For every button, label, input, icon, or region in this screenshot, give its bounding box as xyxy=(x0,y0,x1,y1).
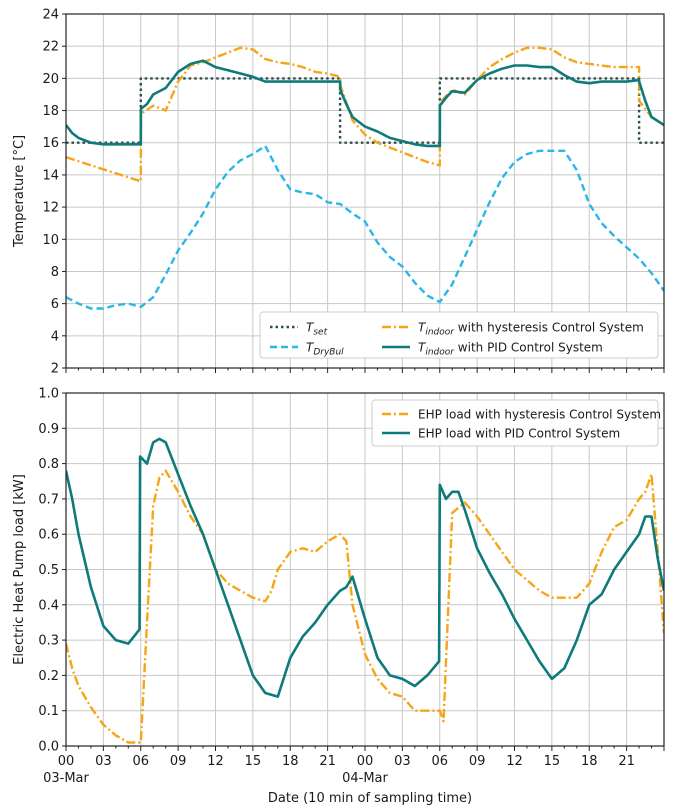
legend-label-epid: EHP load with PID Control System xyxy=(418,427,620,441)
y-tick-label: 8 xyxy=(51,265,59,280)
y-tick-label: 0.7 xyxy=(38,492,59,507)
x-tick-label: 12 xyxy=(506,754,523,769)
legend-box xyxy=(371,399,659,447)
y-tick-label: 0.4 xyxy=(38,598,59,613)
y-tick-label: 0.6 xyxy=(38,528,59,543)
x-tick-label: 03 xyxy=(394,754,411,769)
y-tick-label: 14 xyxy=(42,168,59,183)
x-tick-label: 15 xyxy=(245,754,262,769)
x-tick-label: 09 xyxy=(469,754,486,769)
heat-pump-load-panel: 0.0 0.1 0.2 0.3 0.4 0.5 0.6 0.7 0.8 0.9 1.0 Electri… xyxy=(12,387,665,786)
legend: EHP load with hysteresis Control System E… xyxy=(371,399,661,447)
x-date-label: 04-Mar xyxy=(342,771,388,786)
x-tick-label: 15 xyxy=(544,754,561,769)
y-tick-label: 22 xyxy=(42,40,59,55)
series-line-tdry xyxy=(66,144,664,310)
legend: Tset TDryBul Tindoor with hysteresis Contr… xyxy=(259,311,659,359)
series-line-thys xyxy=(66,46,664,183)
y-tick-label: 0.5 xyxy=(38,563,59,578)
series-line-epid xyxy=(66,437,664,698)
y-tick-label: 12 xyxy=(42,201,59,216)
y-tick-label: 18 xyxy=(42,104,59,119)
legend-label-thys: Tindoor with hysteresis Control System xyxy=(418,321,644,338)
x-tick-label: 00 xyxy=(357,754,374,769)
y-tick-label: 1.0 xyxy=(38,387,59,402)
x-date-label: 03-Mar xyxy=(43,771,89,786)
x-tick-label: 00 xyxy=(58,754,75,769)
legend-label-tset: Tset xyxy=(306,321,328,338)
legend-label-tdry: TDryBul xyxy=(306,341,344,358)
legend-box xyxy=(259,311,659,359)
x-axis-title: Date (10 min of sampling time) xyxy=(268,791,472,806)
legend-label-tpid: Tindoor with PID Control System xyxy=(418,341,603,358)
x-tick-label: 12 xyxy=(207,754,224,769)
y-tick-label: 2 xyxy=(51,362,59,377)
y-tick-label: 24 xyxy=(42,8,59,23)
y-tick-label: 0.8 xyxy=(38,457,59,472)
y-axis-title: Temperature [°C] xyxy=(12,135,27,248)
legend-label-ehys: EHP load with hysteresis Control System xyxy=(418,408,661,422)
y-tick-label: 16 xyxy=(42,136,59,151)
x-tick-label: 21 xyxy=(618,754,635,769)
y-tick-label: 20 xyxy=(42,72,59,87)
y-tick-label: 0.0 xyxy=(38,740,59,755)
x-tick-label: 09 xyxy=(170,754,187,769)
y-tick-label: 0.9 xyxy=(38,422,59,437)
y-tick-label: 4 xyxy=(51,329,59,344)
series-line-ehys xyxy=(66,469,664,744)
x-tick-label: 06 xyxy=(431,754,448,769)
y-tick-label: 10 xyxy=(42,233,59,248)
y-tick-label: 0.2 xyxy=(38,669,59,684)
y-tick-label: 0.1 xyxy=(38,704,59,719)
y-tick-label: 6 xyxy=(51,297,59,312)
y-axis-title: Electric Heat Pump load [kW] xyxy=(12,474,27,665)
series-line-tpid xyxy=(66,59,664,148)
x-tick-label: 21 xyxy=(319,754,336,769)
x-tick-label: 03 xyxy=(95,754,112,769)
x-tick-label: 18 xyxy=(282,754,299,769)
y-tick-label: 0.3 xyxy=(38,634,59,649)
x-tick-label: 18 xyxy=(581,754,598,769)
x-tick-label: 06 xyxy=(132,754,149,769)
